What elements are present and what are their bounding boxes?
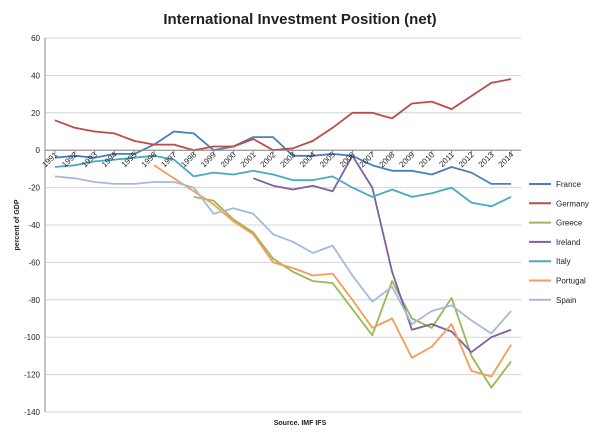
y-tick-label: -100 [24, 333, 41, 342]
y-tick-label: -120 [24, 371, 41, 380]
legend-label-france: France [556, 180, 581, 189]
x-tick-label: 2010 [417, 150, 436, 169]
x-tick-label: 1997 [159, 150, 178, 169]
y-axis: 60 40 20 0 -20 -40 -60 -80 -100 -120 -140 [24, 34, 46, 417]
x-tick-label: 2000 [219, 150, 238, 169]
y-tick-label: -20 [28, 184, 40, 193]
x-tick-label: 2012 [457, 150, 476, 169]
series-line-italy [54, 154, 512, 208]
legend-label-spain: Spain [556, 296, 576, 305]
y-tick-label: -40 [28, 221, 40, 230]
legend-label-germany: Germany [556, 199, 589, 208]
x-tick-label: 2013 [477, 150, 496, 169]
series-line-ireland [252, 154, 512, 354]
legend-label-portugal: Portugal [556, 277, 586, 286]
x-tick-label: 2005 [318, 150, 337, 169]
y-tick-label: -140 [24, 408, 41, 417]
series-lines [54, 78, 512, 389]
x-tick-label: 1998 [179, 150, 198, 169]
x-tick-label: 2003 [278, 150, 297, 169]
y-tick-label: -60 [28, 258, 40, 267]
series-line-france [54, 130, 512, 185]
legend-label-ireland: Ireland [556, 238, 580, 247]
x-tick-label: 2008 [378, 150, 397, 169]
x-tick-label: 1999 [199, 150, 218, 169]
x-tick-label: 2014 [497, 150, 516, 169]
x-tick-label: 1993 [80, 150, 99, 169]
gridlines [45, 37, 521, 413]
x-axis: 1991 1992 1993 1994 1995 1996 1997 1998 1999 2000… [40, 149, 521, 169]
series-line-germany [54, 78, 512, 152]
y-tick-label: 20 [31, 109, 40, 118]
x-tick-label: 2011 [437, 150, 456, 169]
y-tick-label: 40 [31, 71, 40, 80]
x-tick-label: 2004 [298, 150, 317, 169]
legend: France Germany Greece Ireland Italy Portugal S… [529, 180, 589, 305]
series-line-greece [193, 196, 512, 389]
y-tick-label: -80 [28, 296, 40, 305]
source-note: Source. IMF IFS [274, 420, 327, 427]
chart-title: International Investment Position (net) [163, 11, 436, 28]
x-tick-label: 2002 [259, 150, 278, 169]
legend-label-italy: Italy [556, 257, 571, 266]
series-line-portugal [153, 164, 512, 378]
x-tick-label: 2001 [239, 150, 258, 169]
y-tick-label: 60 [31, 34, 40, 43]
legend-label-greece: Greece [556, 219, 583, 228]
series-line-spain [54, 175, 512, 335]
x-tick-label: 2009 [397, 150, 416, 169]
y-tick-label: 0 [36, 146, 41, 155]
y-axis-title: percent of GDP [14, 199, 21, 250]
